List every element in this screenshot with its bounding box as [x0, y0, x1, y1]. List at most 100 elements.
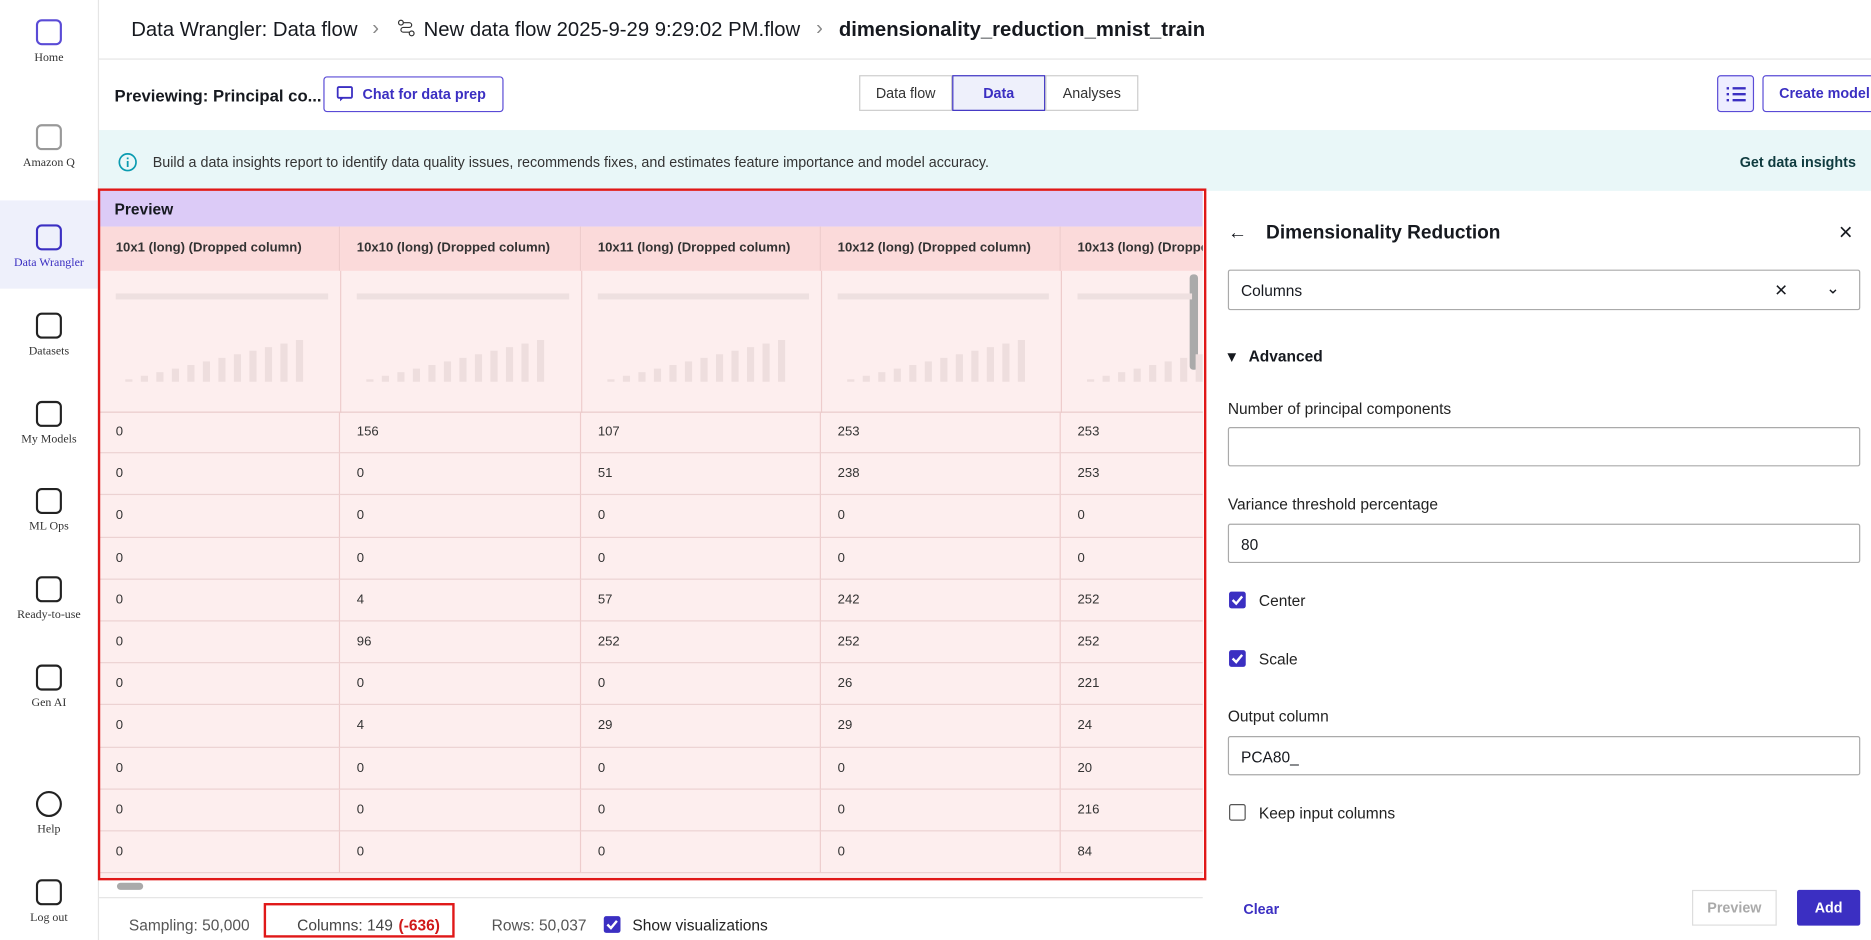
flow-icon — [397, 19, 415, 37]
nav-item[interactable]: Ready-to-use — [0, 574, 98, 622]
banner-link[interactable]: Get data insights — [1739, 153, 1856, 171]
table-cell: 0 — [820, 495, 1061, 538]
viz-bar — [233, 354, 242, 382]
scale-checkbox[interactable] — [1229, 650, 1246, 667]
viz-bar — [187, 365, 195, 382]
columns: Columns: 149 — [297, 916, 393, 935]
viz-bar — [536, 339, 545, 382]
nav-item[interactable]: Home — [0, 17, 98, 64]
table-cell: 0 — [99, 831, 341, 874]
viz-bar — [715, 354, 724, 382]
viz-bar — [264, 347, 273, 382]
tab[interactable]: Analyses — [1045, 75, 1139, 111]
table-cell: 0 — [1060, 496, 1203, 538]
table-cell: 221 — [1060, 663, 1203, 706]
list-button[interactable] — [1717, 75, 1755, 113]
scrollbar — [1189, 274, 1199, 370]
close[interactable]: × — [1838, 219, 1853, 246]
sampling: Sampling: 50,000 — [128, 916, 250, 935]
show-viz: Show visualizations — [632, 916, 768, 935]
rows: Rows: 50,037 — [491, 916, 587, 935]
viz-bar — [171, 368, 179, 382]
center-checkbox[interactable] — [1229, 591, 1246, 609]
highlight-box — [263, 903, 455, 938]
output-format[interactable]: Columns × ⌄ — [1227, 269, 1861, 311]
nav-item[interactable]: Log out — [0, 877, 98, 924]
preview-header: Preview — [99, 190, 1203, 227]
viz-bar — [700, 357, 708, 382]
columns-delta: (-636) — [398, 916, 440, 935]
viz-bar — [955, 354, 963, 382]
table-cell: 0 — [99, 747, 341, 790]
table-cell: 216 — [1060, 789, 1203, 832]
nav-label: Amazon Q — [22, 156, 75, 170]
viz-bar — [397, 372, 405, 382]
column-header[interactable]: 10x12 (long) (Dropped column) — [820, 226, 1061, 271]
nav-item[interactable]: Gen AI — [0, 662, 98, 710]
tab[interactable]: Data — [952, 75, 1046, 111]
nav-icon — [35, 312, 62, 339]
nav-item[interactable]: Datasets — [0, 310, 98, 358]
h-thumb — [116, 882, 144, 890]
chat-button[interactable]: Chat for data prep — [323, 76, 504, 113]
create-model[interactable]: Create model — [1762, 75, 1871, 113]
keep-label: Keep input columns — [1258, 804, 1396, 822]
nav-label: My Models — [21, 433, 77, 447]
column-header[interactable]: 10x11 (long) (Dropped column) — [581, 226, 821, 271]
separator: › — [816, 16, 823, 40]
table-cell: 0 — [99, 495, 341, 538]
viz-bar — [443, 361, 452, 382]
nav-item[interactable]: ML Ops — [0, 486, 98, 533]
variance-input[interactable]: 80 — [1227, 523, 1861, 564]
tab[interactable]: Data flow — [859, 75, 953, 111]
nav-label: Ready-to-use — [17, 608, 81, 622]
nav-icon — [35, 879, 62, 906]
viz-checkbox[interactable] — [603, 916, 621, 933]
preview-button[interactable]: Preview — [1692, 889, 1777, 926]
viz-bar — [1102, 375, 1110, 382]
table-cell: 0 — [340, 747, 582, 790]
column-header[interactable]: 10x13 (long) (Dropped column) — [1060, 226, 1203, 271]
viz-bar — [684, 361, 693, 382]
viz-bar — [1002, 343, 1010, 382]
nav-item[interactable]: Amazon Q — [0, 122, 98, 170]
viz-bar — [862, 375, 870, 382]
table-cell: 4 — [340, 579, 582, 622]
table-cell: 29 — [820, 705, 1061, 748]
crumb[interactable]: Data Wrangler: Data flow — [131, 17, 358, 41]
viz-track — [837, 293, 1049, 300]
viz-bar — [381, 375, 389, 382]
column-header[interactable]: 10x10 (long) (Dropped column) — [340, 226, 582, 271]
components-input[interactable] — [1227, 427, 1861, 467]
nav-label: Help — [37, 823, 61, 837]
breadcrumb-bar: Data Wrangler: Data flow › New data flow… — [99, 0, 1871, 60]
nav-item[interactable]: My Models — [0, 398, 98, 446]
viz-bar — [1087, 379, 1095, 382]
field-label: Variance threshold percentage — [1227, 495, 1438, 513]
status-bar: Sampling: 50,000 Columns: 149 (-636) Row… — [99, 897, 1203, 940]
table-cell: 107 — [581, 411, 821, 454]
nav-label: Gen AI — [31, 696, 67, 710]
info-icon — [118, 153, 137, 172]
column-header[interactable]: 10x1 (long) (Dropped column) — [99, 226, 341, 271]
clear-button[interactable]: Clear — [1243, 900, 1280, 918]
check — [1231, 654, 1244, 664]
viz-bar — [893, 368, 901, 382]
chat-icon — [336, 86, 353, 102]
crumb[interactable]: New data flow 2025-9-29 9:29:02 PM.flow — [423, 17, 801, 41]
table-cell: 238 — [820, 453, 1061, 496]
nav-item[interactable]: Help — [0, 789, 98, 837]
viz-bar — [1149, 365, 1157, 382]
viz-bar — [940, 357, 948, 382]
table-cell: 252 — [581, 621, 821, 664]
viz-bar — [847, 379, 855, 382]
nav-item[interactable]: Data Wrangler — [0, 200, 98, 289]
table-cell: 252 — [820, 621, 1061, 664]
table-cell: 0 — [340, 831, 582, 874]
add-button[interactable]: Add — [1797, 889, 1861, 926]
advanced[interactable]: ▾ Advanced — [1227, 347, 1323, 366]
table-cell: 252 — [1060, 621, 1203, 664]
output-input[interactable]: PCA80_ — [1227, 736, 1861, 776]
preview-table: Preview 10x1 (long) (Dropped column) 10x1… — [99, 190, 1203, 878]
keep-checkbox[interactable] — [1229, 804, 1246, 821]
